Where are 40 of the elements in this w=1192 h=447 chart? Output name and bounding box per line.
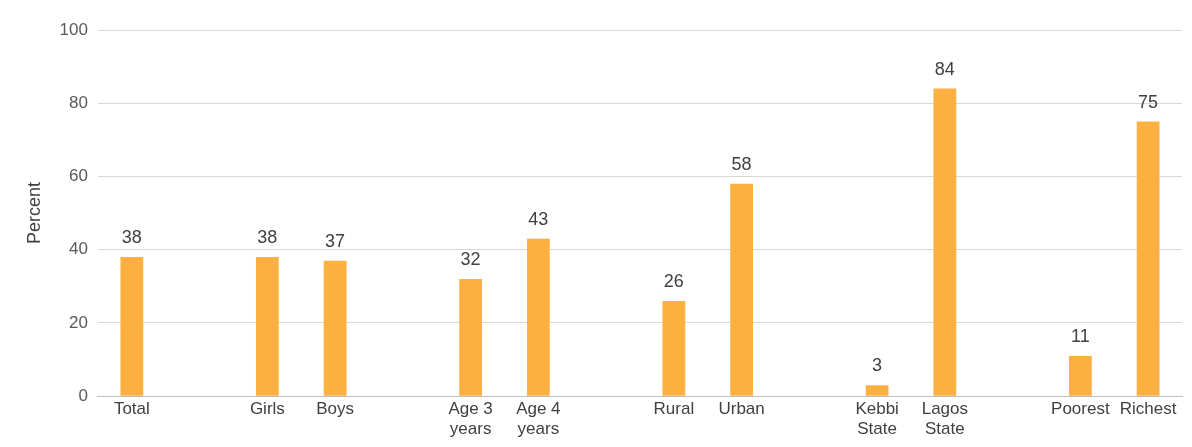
x-tick-label: Total [113,399,150,419]
y-tick-label: 100 [59,19,88,39]
bar [323,260,347,396]
bar [1068,355,1092,396]
bar [933,88,957,396]
x-tick-label: Boys [316,399,354,419]
bar [865,385,889,396]
data-label: 11 [1071,325,1090,346]
data-label: 37 [325,230,346,251]
data-label: 43 [528,208,549,229]
y-tick-label: 60 [69,166,88,186]
bar [459,279,482,396]
x-tick-label: Richest [1119,399,1177,419]
x-tick-label: Age 3 years [448,399,493,439]
data-label: 32 [460,248,481,269]
x-tick-label: Lagos State [921,399,969,439]
data-label: 75 [1138,91,1159,112]
bar [120,257,144,396]
data-label: 3 [872,355,883,376]
y-axis-title: Percent [23,182,44,245]
x-tick-label: Urban [718,399,765,419]
data-label: 38 [257,227,278,248]
y-tick-label: 20 [69,312,88,332]
x-tick-label: Girls [249,399,285,419]
x-tick-label: Poorest [1051,399,1110,419]
y-tick-label: 40 [69,239,88,259]
y-tick-label: 0 [78,385,88,405]
data-label: 84 [934,58,955,79]
bar [526,238,550,396]
data-label: 26 [663,270,684,291]
data-label: 58 [731,153,752,174]
x-tick-label: Kebbi State [855,399,899,439]
data-label: 38 [121,227,142,248]
x-tick-label: Age 4 years [516,399,561,439]
bar [662,300,686,396]
x-tick-label: Rural [653,399,695,419]
bar [1136,121,1160,396]
bar [255,257,279,396]
bar [730,183,753,396]
y-tick-label: 80 [69,92,88,112]
